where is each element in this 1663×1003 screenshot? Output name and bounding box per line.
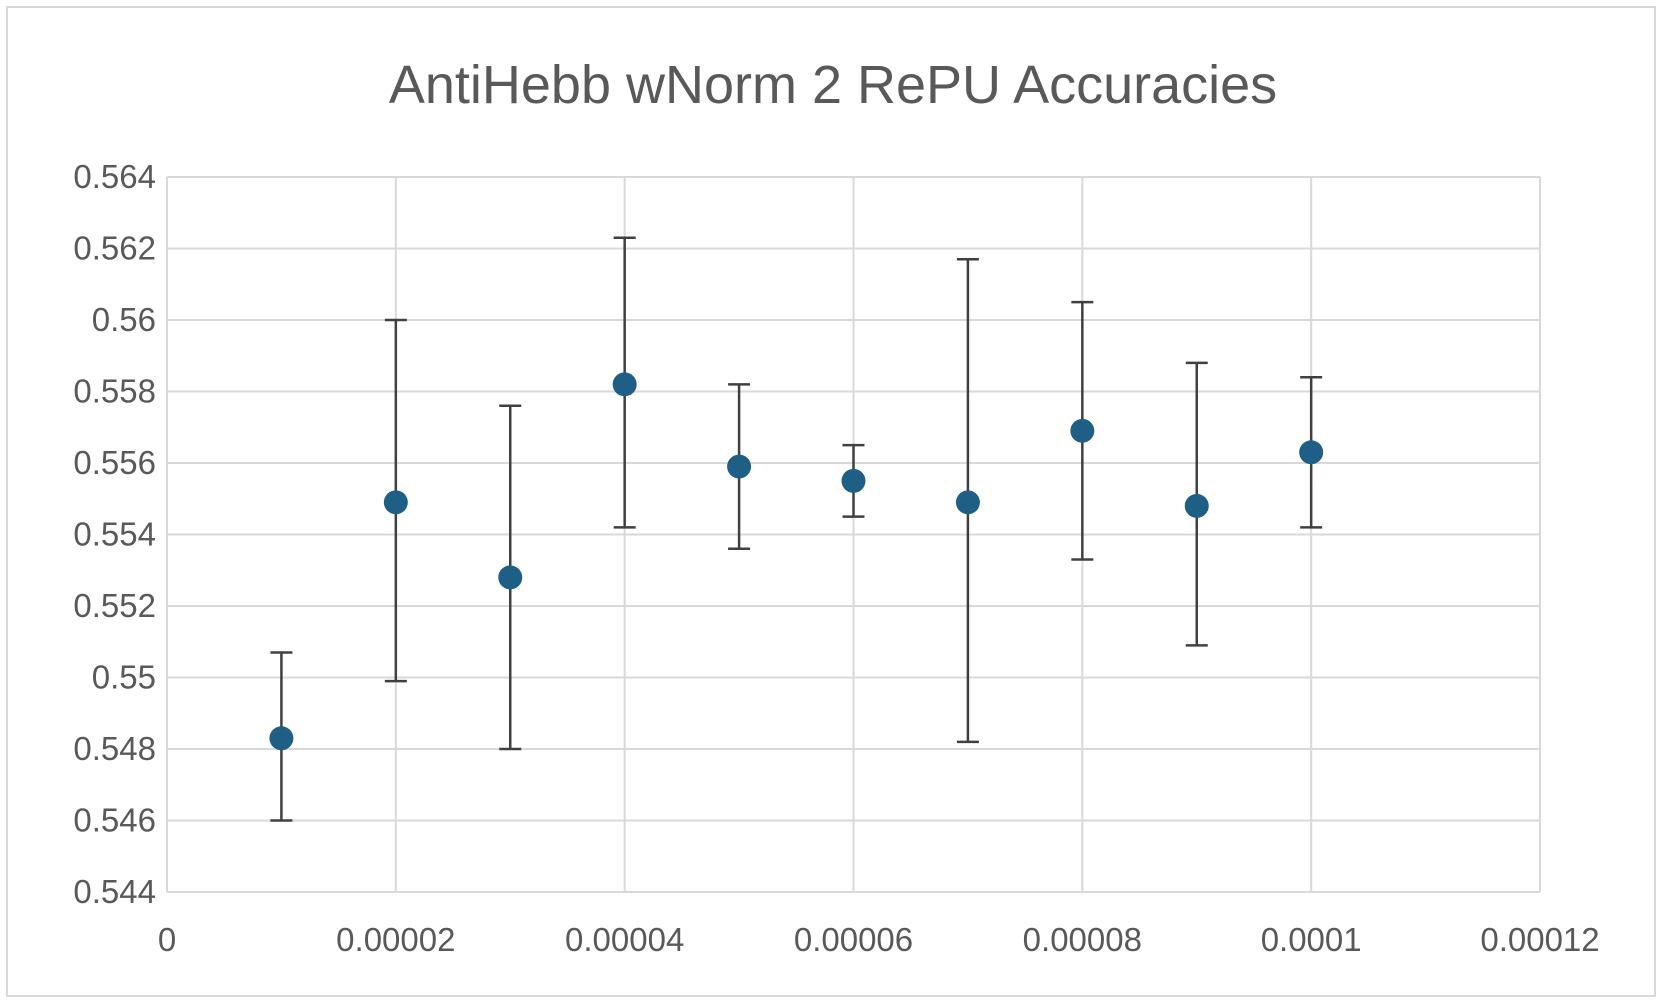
x-tick-label: 0.00002 — [336, 921, 455, 958]
x-tick-label: 0.00004 — [565, 921, 684, 958]
data-point — [727, 454, 752, 479]
data-point — [383, 490, 408, 515]
data-points — [269, 372, 1324, 751]
x-tick-label: 0.0001 — [1261, 921, 1362, 958]
data-point — [955, 490, 980, 515]
y-tick-label: 0.55 — [92, 659, 156, 696]
y-tick-label: 0.558 — [73, 373, 156, 410]
y-tick-label: 0.548 — [73, 730, 156, 767]
data-point — [612, 372, 637, 397]
x-tick-label: 0.00008 — [1023, 921, 1142, 958]
y-tick-label: 0.546 — [73, 802, 156, 839]
x-tick-label: 0.00012 — [1480, 921, 1599, 958]
grid-lines — [166, 176, 1541, 893]
y-tick-label: 0.564 — [73, 158, 156, 195]
y-tick-label: 0.562 — [73, 230, 156, 267]
data-point — [1070, 418, 1095, 443]
data-point — [1299, 440, 1324, 465]
error-bars — [270, 236, 1323, 822]
chart-svg: AntiHebb wNorm 2 RePU Accuracies 0.5440.… — [73, 55, 1599, 958]
y-tick-label: 0.544 — [73, 873, 156, 910]
y-tick-label: 0.56 — [92, 301, 156, 338]
data-point — [1184, 493, 1209, 518]
x-tick-label: 0 — [158, 921, 176, 958]
y-tick-label: 0.556 — [73, 444, 156, 481]
data-point — [269, 726, 294, 751]
data-point — [841, 468, 866, 493]
x-tick-label: 0.00006 — [794, 921, 913, 958]
data-point — [498, 565, 523, 590]
y-tick-label: 0.554 — [73, 516, 156, 553]
axis-tick-labels: 0.544 0.546 0.548 0.55 0.552 0.554 0.556 0.558 0… — [73, 158, 1599, 958]
chart-frame: AntiHebb wNorm 2 RePU Accuracies 0.544 0.… — [6, 6, 1656, 997]
y-tick-label: 0.552 — [73, 587, 156, 624]
chart-title: AntiHebb wNorm 2 RePU Accuracies — [389, 55, 1277, 115]
